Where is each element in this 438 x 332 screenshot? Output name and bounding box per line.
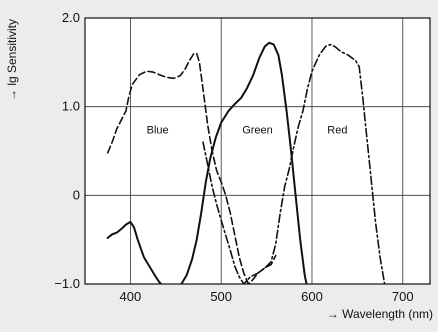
x-axis-label: → Wavelength (nm) [327, 307, 433, 321]
y-tick-label-0: −1.0 [54, 276, 80, 291]
region-label-green: Green [242, 124, 273, 136]
x-tick-label-3: 700 [392, 289, 414, 304]
y-tick-label-3: 2.0 [62, 10, 80, 25]
x-tick-label-0: 400 [120, 289, 142, 304]
y-tick-label-1: 0 [73, 187, 80, 202]
x-tick-label-1: 500 [210, 289, 232, 304]
series-line-dashed [106, 52, 277, 284]
x-tick-label-2: 600 [301, 289, 323, 304]
region-label-red: Red [327, 124, 347, 136]
region-label-blue: Blue [147, 124, 169, 136]
plot-frame [84, 17, 431, 285]
series-line-dash-dot [202, 43, 386, 284]
y-tick-label-2: 1.0 [62, 99, 80, 114]
y-axis-label: → lg Sensitivity [5, 19, 19, 101]
